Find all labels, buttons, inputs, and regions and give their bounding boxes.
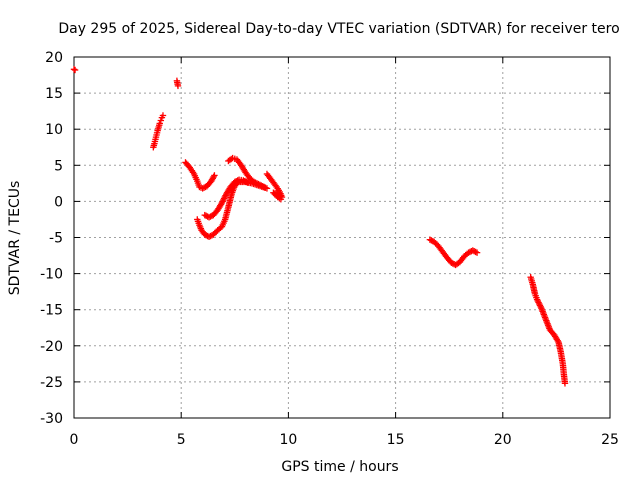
x-tick-label: 5 (177, 432, 186, 448)
tick-labels: 0 5 10 15 20 25 -30 -25 -20 -15 -10 -5 0 5 10 15 20 (40, 50, 619, 448)
data-point (233, 177, 240, 185)
data-point (207, 232, 214, 240)
data-point (211, 172, 218, 179)
y-tick-label: -25 (40, 375, 63, 391)
data-point (244, 179, 251, 186)
grid (74, 57, 610, 418)
data-point (253, 180, 261, 187)
x-axis-label: GPS time / hours (281, 459, 398, 475)
data-point (262, 184, 269, 191)
data-point (473, 249, 481, 256)
data-point (428, 237, 435, 244)
y-tick-label: 20 (45, 50, 63, 66)
data-point (201, 211, 208, 219)
y-tick-label: 10 (45, 122, 63, 138)
data-point (277, 196, 285, 203)
x-tick-label: 10 (279, 432, 297, 448)
y-tick-label: -15 (40, 303, 63, 319)
plot-frame (73, 56, 611, 419)
data-point (466, 248, 474, 256)
data-point (561, 380, 569, 387)
x-tick-label: 20 (494, 432, 512, 448)
data-point (241, 177, 249, 185)
data-point (426, 236, 434, 243)
data-point (271, 190, 279, 198)
data-point (260, 183, 268, 191)
data-point (203, 232, 210, 239)
x-tick-label: 15 (387, 432, 405, 448)
data-point (199, 185, 206, 192)
data-point (270, 189, 277, 196)
y-tick-label: -5 (49, 231, 63, 247)
x-tick-label: 0 (70, 432, 79, 448)
x-tick-label: 25 (601, 432, 619, 448)
data-point (537, 303, 544, 311)
data-point (201, 231, 208, 238)
data-point (70, 66, 78, 73)
y-tick-label: -20 (40, 339, 63, 355)
data-point (159, 112, 167, 119)
y-tick-label: 15 (45, 86, 63, 102)
data-point (432, 240, 439, 247)
data-point (210, 173, 217, 181)
data-point (203, 212, 210, 220)
data-point (472, 248, 479, 256)
data-point (220, 195, 228, 202)
y-tick-label: -30 (40, 411, 63, 427)
data-points (70, 66, 569, 387)
data-point (252, 179, 259, 186)
data-point (256, 181, 264, 188)
data-point (250, 178, 258, 186)
data-point (205, 233, 213, 240)
data-point (240, 177, 247, 184)
data-point (258, 182, 265, 189)
data-point (533, 296, 541, 303)
data-point (536, 300, 543, 308)
data-point (259, 183, 266, 190)
data-point (156, 120, 163, 127)
data-point (211, 229, 218, 237)
data-point (471, 248, 478, 255)
data-point (220, 196, 227, 204)
data-point (465, 249, 472, 256)
data-point (207, 213, 214, 220)
data-point (218, 199, 226, 207)
data-point (263, 185, 271, 192)
data-point (430, 238, 438, 246)
data-point (255, 180, 262, 188)
data-point (205, 214, 213, 221)
data-point (231, 178, 238, 186)
data-point (200, 184, 208, 191)
data-point (71, 66, 79, 74)
y-tick-label: 0 (54, 194, 63, 210)
data-point (243, 178, 250, 186)
data-point (157, 117, 165, 124)
data-point (221, 193, 228, 201)
data-point (536, 302, 544, 309)
data-point (448, 259, 455, 266)
chart-title: Day 295 of 2025, Sidereal Day-to-day VTE… (58, 21, 619, 37)
data-point (174, 82, 182, 90)
data-point (535, 299, 542, 306)
data-point (210, 231, 217, 238)
y-tick-label: 5 (54, 158, 63, 174)
data-point (554, 337, 561, 344)
data-point (469, 247, 476, 254)
y-tick-label: -10 (40, 267, 63, 283)
data-point (219, 198, 226, 205)
data-point (534, 297, 542, 305)
y-axis-label: SDTVAR / TECUs (7, 181, 23, 296)
